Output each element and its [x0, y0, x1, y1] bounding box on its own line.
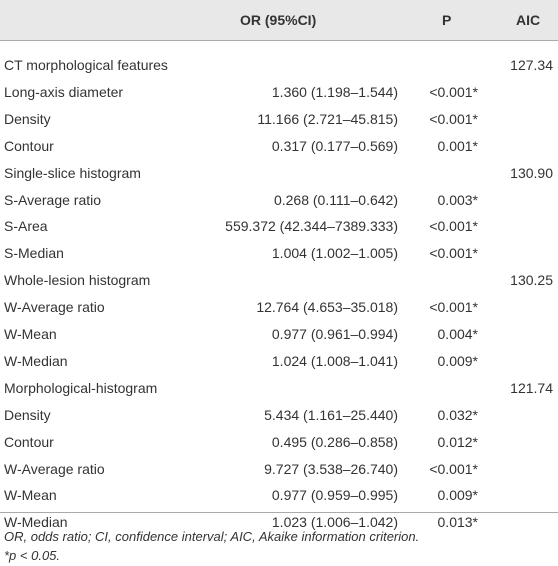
p-value: <0.001* — [429, 460, 478, 477]
or-value: 1.023 (1.006–1.042) — [271, 514, 398, 531]
header-row — [0, 0, 558, 41]
aic-value: 130.90 — [510, 164, 553, 181]
row-label: S-Average ratio — [4, 191, 102, 208]
or-value: 5.434 (1.161–25.440) — [264, 406, 398, 423]
row-label: Long-axis diameter — [4, 83, 124, 100]
p-value: 0.003* — [437, 191, 478, 208]
header-cell: P — [442, 12, 452, 28]
group-title: Morphological-histogram — [4, 379, 158, 396]
p-value: <0.001* — [429, 245, 478, 262]
p-value: 0.013* — [437, 514, 478, 531]
p-value: 0.009* — [437, 352, 478, 369]
aic-value: 121.74 — [510, 379, 553, 396]
footnote: *p < 0.05. — [4, 548, 61, 563]
p-value: <0.001* — [429, 299, 478, 316]
or-value: 559.372 (42.344–7389.333) — [225, 218, 398, 235]
row-label: Contour — [4, 433, 54, 450]
or-value: 1.024 (1.008–1.041) — [271, 352, 398, 369]
row-label: W-Mean — [4, 326, 57, 342]
or-value: 9.727 (3.538–26.740) — [264, 460, 398, 477]
footnote: OR, odds ratio; CI, confidence interval;… — [4, 529, 420, 544]
aic-value: 127.34 — [510, 57, 553, 73]
group-title: Single-slice histogram — [4, 164, 141, 181]
row-label: W-Median — [4, 514, 68, 531]
or-value: 0.495 (0.286–0.858) — [271, 433, 398, 450]
p-value: 0.032* — [437, 406, 478, 423]
or-value: 0.317 (0.177–0.569) — [271, 137, 398, 154]
row-label: W-Mean — [4, 487, 57, 504]
group-title: CT morphological features — [4, 57, 168, 73]
p-value: 0.001* — [437, 137, 478, 154]
header-cell: OR (95%CI) — [240, 12, 317, 28]
p-value: <0.001* — [429, 110, 478, 127]
header-cell: AIC — [516, 12, 541, 28]
row-label: S-Area — [4, 218, 48, 235]
row-label: Contour — [4, 137, 54, 154]
p-value: 0.004* — [437, 326, 478, 342]
or-value: 1.004 (1.002–1.005) — [271, 245, 398, 262]
or-value: 0.977 (0.961–0.994) — [271, 326, 398, 342]
p-value: <0.001* — [429, 218, 478, 235]
bottom-rule — [0, 512, 558, 513]
or-value: 0.977 (0.959–0.995) — [271, 487, 398, 504]
group-title: Whole-lesion histogram — [4, 272, 151, 289]
row-label: S-Median — [4, 245, 64, 262]
row-label: W-Median — [4, 352, 68, 369]
or-value: 12.764 (4.653–35.018) — [256, 299, 398, 316]
aic-value: 130.25 — [510, 272, 553, 289]
or-value: 1.360 (1.198–1.544) — [271, 83, 398, 100]
row-label: W-Average ratio — [4, 299, 105, 316]
row-label: Density — [4, 406, 51, 423]
or-value: 0.268 (0.111–0.642) — [273, 191, 398, 208]
row-label: Density — [4, 110, 51, 127]
or-value: 11.166 (2.721–45.815) — [257, 110, 398, 127]
p-value: 0.012* — [437, 433, 478, 450]
row-label: W-Average ratio — [4, 460, 105, 477]
p-value: <0.001* — [429, 83, 478, 100]
p-value: 0.009* — [437, 487, 478, 504]
